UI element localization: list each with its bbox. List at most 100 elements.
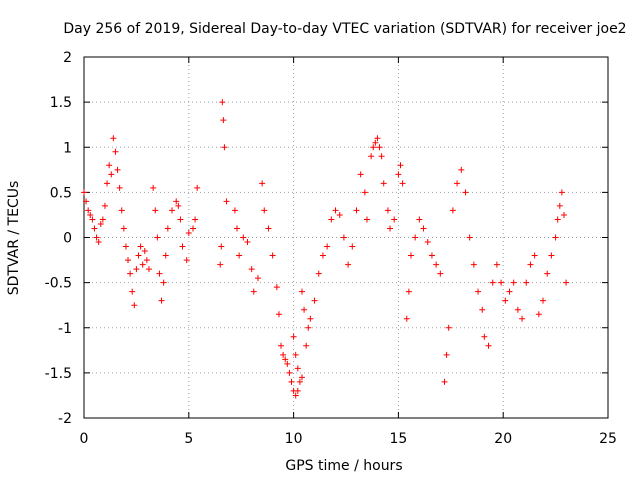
data-point [87,211,94,218]
grid-layer [84,57,608,418]
data-point [137,243,144,250]
data-point [189,225,196,232]
data-point [217,261,224,268]
data-point [218,243,225,250]
data-point [315,270,322,277]
data-point [540,297,547,304]
data-point [523,279,530,286]
data-point [81,189,87,196]
data-point [152,207,159,214]
data-point [519,315,526,322]
x-tick-label: 15 [389,431,407,447]
chart-title: Day 256 of 2019, Sidereal Day-to-day VTE… [63,21,626,37]
data-point [158,297,165,304]
data-point [139,261,146,268]
y-tick-label: -1 [58,321,72,337]
data-point [99,216,106,223]
data-point [481,333,488,340]
data-point [118,207,125,214]
data-point [83,198,90,205]
data-point [91,225,98,232]
data-point [462,189,469,196]
data-point [143,257,150,264]
data-point [527,261,534,268]
data-point [110,135,117,142]
data-point [89,216,96,223]
data-point [95,239,102,246]
data-point [420,225,427,232]
data-point [129,288,136,295]
data-point [449,207,456,214]
data-point [514,306,521,313]
data-point [275,311,282,318]
y-tick-label: 0.5 [50,185,72,201]
data-point [93,234,100,241]
x-axis-label: GPS time / hours [285,458,402,474]
data-point [548,252,555,259]
data-point [223,198,230,205]
data-point [220,117,227,124]
data-markers [81,99,570,399]
data-point [328,216,335,223]
data-point [154,234,161,241]
data-point [405,288,412,295]
data-point [370,144,377,151]
data-point [265,225,272,232]
x-tick-label: 25 [599,431,617,447]
data-point [372,139,379,146]
data-point [273,284,280,291]
data-point [101,202,108,209]
data-point [179,243,186,250]
x-tick-label: 10 [285,431,303,447]
data-point [301,306,308,313]
data-point [416,216,423,223]
data-point [387,225,394,232]
data-point [407,252,414,259]
data-point [298,374,305,381]
data-point [303,342,310,349]
y-tick-label: -0.5 [45,276,72,292]
data-point [307,315,314,322]
data-point [294,387,301,394]
data-point [292,392,299,399]
data-point [104,180,111,187]
data-point [194,184,201,191]
data-point [278,342,285,349]
data-point [114,166,121,173]
data-point [397,162,404,169]
data-point [116,184,123,191]
data-point [399,180,406,187]
data-point [531,252,538,259]
data-point [391,216,398,223]
data-point [466,234,473,241]
data-point [160,279,167,286]
data-point [368,153,375,160]
data-point [311,297,318,304]
tick-layer: 0 5 10 15 20 25 -2 -1.5 -1 -0.5 0 0.5 1 1.5 2 [45,50,617,447]
data-point [131,302,138,309]
data-point [162,252,169,259]
data-point [290,333,297,340]
data-point [234,225,241,232]
data-point [378,153,385,160]
data-point [493,261,500,268]
data-point [437,270,444,277]
data-point [443,351,450,358]
data-point [345,261,352,268]
data-point [175,202,182,209]
data-point [177,216,184,223]
data-point [458,166,465,173]
data-point [280,351,287,358]
data-point [552,234,559,241]
data-point [412,234,419,241]
data-point [374,135,381,142]
data-point [554,216,561,223]
data-point [349,243,356,250]
data-point [506,288,513,295]
data-point [485,342,492,349]
y-tick-label: 1.5 [50,95,72,111]
y-tick-label: 2 [63,50,72,66]
data-point [244,239,251,246]
data-point [445,324,452,331]
